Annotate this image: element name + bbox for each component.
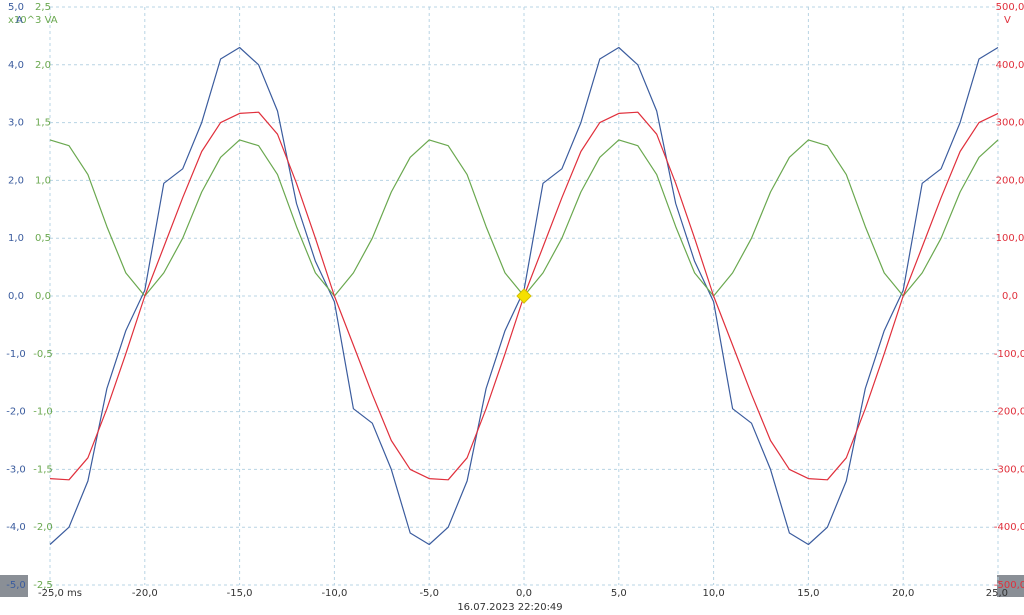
x-tick-label: -10,0 [321, 588, 347, 599]
y-tick-label: -5,0 [6, 580, 26, 591]
y2-unit-label: x10^3 VA [8, 15, 58, 26]
x-tick-label: 20,0 [892, 588, 914, 599]
y-tick-label: -3,0 [6, 464, 26, 475]
y2-tick-label: -1,5 [33, 464, 53, 475]
y2-tick-label: 0,5 [35, 233, 51, 244]
y-tick-label: -1,0 [6, 349, 26, 360]
y3-tick-label: 0,0 [1002, 291, 1018, 302]
x-tick-label: 25,0 [986, 588, 1008, 599]
y3-tick-label: 200,0 [996, 175, 1024, 186]
x-tick-label: 5,0 [611, 588, 627, 599]
y2-tick-label: 2,0 [35, 60, 51, 71]
y-unit-label: A [16, 15, 23, 26]
y-tick-label: 4,0 [8, 60, 24, 71]
y3-tick-label: 400,0 [996, 60, 1024, 71]
y-tick-label: 2,0 [8, 175, 24, 186]
right-corner-box [997, 575, 1024, 597]
cursor-marker[interactable] [516, 288, 532, 304]
y-tick-label: 3,0 [8, 118, 24, 129]
y2-tick-label: -0,5 [33, 349, 53, 360]
y3-tick-label: -500,0 [994, 580, 1024, 591]
y3-tick-label: -100,0 [994, 349, 1024, 360]
y3-tick-label: 300,0 [996, 118, 1024, 129]
y-tick-label: 1,0 [8, 233, 24, 244]
y-tick-label: 5,0 [8, 2, 24, 13]
y2-tick-label: 2,5 [35, 2, 51, 13]
x-tick-label: 0,0 [516, 588, 532, 599]
timestamp: 16.07.2023 22:20:49 [457, 602, 562, 613]
y2-tick-label: -2,0 [33, 522, 53, 533]
left-corner-box [0, 575, 28, 597]
y-tick-label: 0,0 [8, 291, 24, 302]
y2-tick-label: -1,0 [33, 407, 53, 418]
y3-unit-label: V [1004, 15, 1011, 26]
y-tick-label: -2,0 [6, 407, 26, 418]
y-tick-label: -4,0 [6, 522, 26, 533]
y2-tick-label: 1,5 [35, 118, 51, 129]
x-tick-label: 10,0 [702, 588, 724, 599]
y3-tick-label: 100,0 [996, 233, 1024, 244]
x-tick-label: -20,0 [132, 588, 158, 599]
y3-tick-label: 500,0 [996, 2, 1024, 13]
x-tick-label: -25,0 ms [38, 588, 82, 599]
y2-tick-label: -2,5 [33, 580, 53, 591]
y3-tick-label: -400,0 [994, 522, 1024, 533]
y3-tick-label: -300,0 [994, 464, 1024, 475]
y2-tick-label: 0,0 [35, 291, 51, 302]
x-tick-label: 15,0 [797, 588, 819, 599]
x-tick-label: -15,0 [227, 588, 253, 599]
y3-tick-label: -200,0 [994, 407, 1024, 418]
x-tick-label: -5,0 [419, 588, 439, 599]
y2-tick-label: 1,0 [35, 175, 51, 186]
